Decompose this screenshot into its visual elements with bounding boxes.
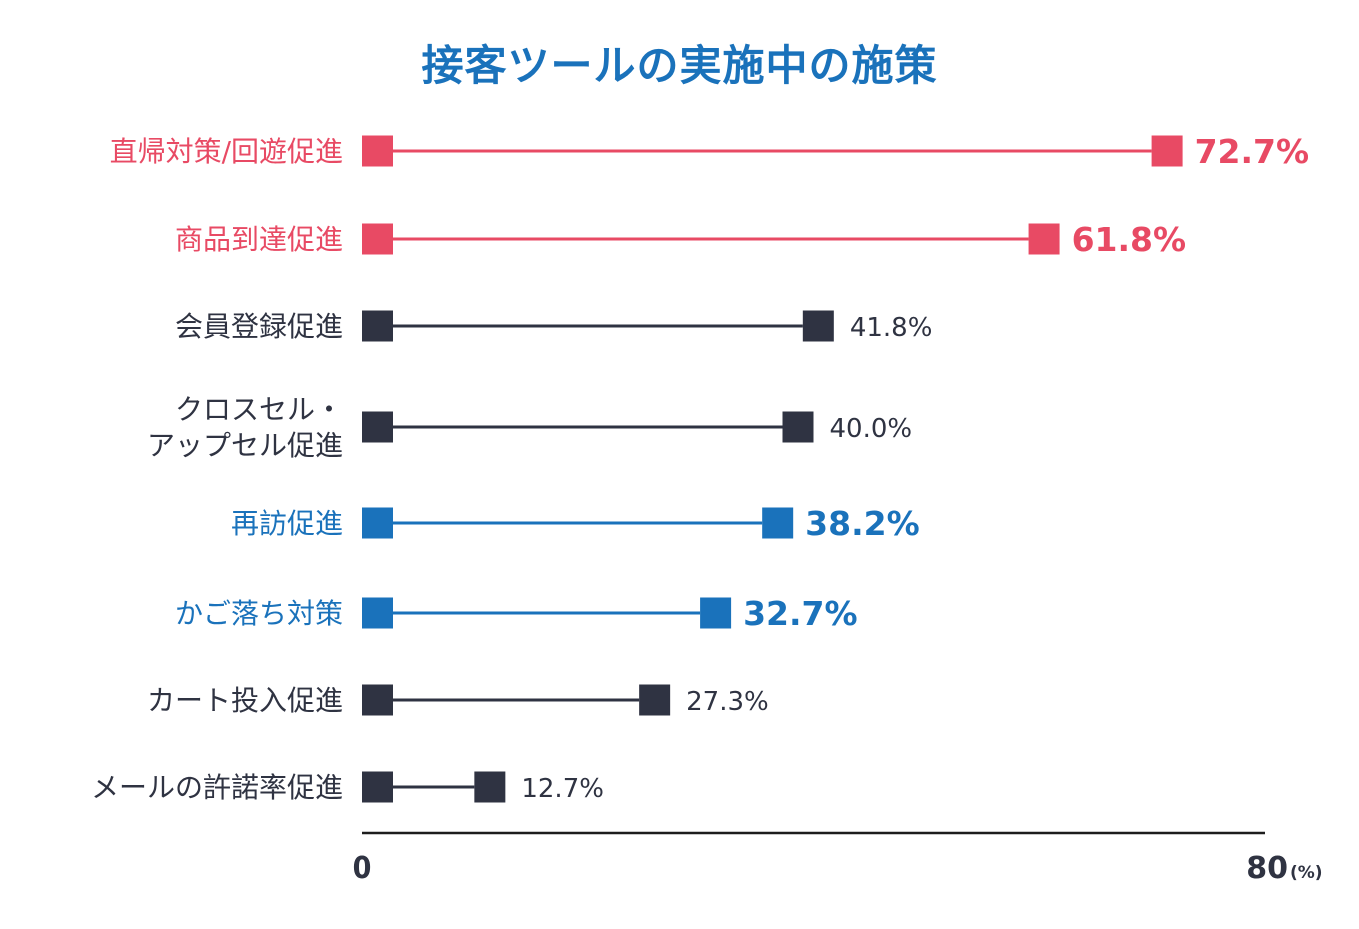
chart-row: 商品到達促進 61.8% [175, 220, 1186, 259]
x-tick-label-80: 80 [1246, 851, 1288, 886]
chart-row: 会員登録促進 41.8% [175, 310, 932, 343]
category-label: アップセル促進 [147, 429, 343, 462]
start-marker [362, 135, 393, 167]
end-marker [1151, 135, 1183, 167]
x-tick-label-0: 0 [353, 851, 372, 886]
end-marker [700, 597, 732, 629]
start-marker [362, 310, 393, 342]
end-marker [782, 411, 814, 443]
start-marker [362, 223, 393, 255]
chart-row: 直帰対策/回遊促進 72.7% [110, 132, 1310, 171]
category-label: メールの許諾率促進 [91, 771, 343, 804]
category-label: 会員登録促進 [175, 310, 343, 343]
end-marker [762, 507, 794, 539]
value-label: 61.8% [1072, 220, 1187, 259]
start-marker [362, 597, 393, 629]
start-marker [362, 684, 393, 716]
value-label: 27.3% [686, 687, 769, 717]
category-label: クロスセル・ [175, 393, 343, 426]
end-marker [1028, 223, 1060, 255]
start-marker [362, 411, 393, 443]
chart-row: クロスセル・アップセル促進 40.0% [147, 393, 912, 462]
x-axis-unit: (%) [1290, 863, 1323, 883]
category-label: カート投入促進 [147, 684, 343, 717]
value-label: 40.0% [830, 414, 913, 444]
chart-row: メールの許諾率促進 12.7% [91, 771, 604, 804]
category-label: 商品到達促進 [175, 223, 343, 256]
chart-row: カート投入促進 27.3% [147, 684, 769, 717]
category-label: 直帰対策/回遊促進 [110, 135, 343, 168]
start-marker [362, 507, 393, 539]
value-label: 41.8% [850, 313, 933, 343]
chart-title: 接客ツールの実施中の施策 [421, 41, 938, 90]
value-label: 12.7% [521, 774, 604, 804]
end-marker [474, 771, 506, 803]
end-marker [802, 310, 834, 342]
chart-row: かご落ち対策 32.7% [175, 594, 858, 633]
category-label: 再訪促進 [231, 507, 343, 540]
chart-rows: 直帰対策/回遊促進 72.7% 商品到達促進 61.8% 会員登録促進 41.8% クロスセ… [91, 132, 1309, 804]
chart-row: 再訪促進 38.2% [231, 504, 920, 543]
category-label: かご落ち対策 [175, 597, 343, 630]
value-label: 32.7% [743, 594, 858, 633]
start-marker [362, 771, 393, 803]
end-marker [639, 684, 671, 716]
value-label: 38.2% [805, 504, 920, 543]
value-label: 72.7% [1195, 132, 1310, 171]
